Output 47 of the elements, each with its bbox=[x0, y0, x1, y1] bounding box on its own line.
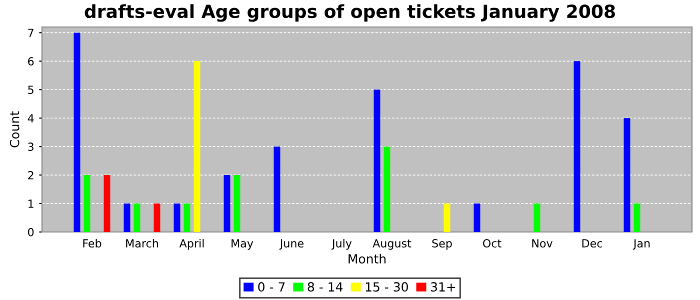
bar bbox=[184, 204, 190, 232]
y-tick-label: 3 bbox=[28, 142, 34, 151]
bar bbox=[154, 204, 160, 232]
bar bbox=[274, 146, 280, 232]
x-tick-label: March bbox=[126, 238, 158, 248]
x-tick-label: May bbox=[232, 239, 254, 250]
x-tick-label: Feb bbox=[83, 238, 102, 248]
x-tick-label: April bbox=[179, 238, 204, 250]
bar bbox=[384, 146, 390, 232]
legend-label: 0 - 7 bbox=[258, 282, 285, 292]
bar bbox=[574, 61, 580, 232]
y-tick-label: 0 bbox=[28, 228, 34, 236]
legend-label: 8 - 14 bbox=[308, 282, 343, 292]
bar bbox=[474, 204, 480, 232]
x-tick-label: June bbox=[279, 239, 304, 250]
x-tick-label: Dec bbox=[582, 239, 602, 248]
bar bbox=[374, 90, 380, 232]
bar bbox=[104, 175, 110, 232]
bar bbox=[534, 204, 540, 232]
y-tick-label: 2 bbox=[28, 171, 34, 180]
bar bbox=[174, 204, 180, 232]
chart-title: drafts-eval Age groups of open tickets January 2008 bbox=[84, 4, 615, 22]
bar bbox=[194, 61, 200, 232]
y-tick-label: 4 bbox=[28, 114, 34, 122]
bar bbox=[134, 204, 140, 232]
x-tick-label: Jan bbox=[632, 239, 650, 250]
x-tick-label: Nov bbox=[532, 239, 553, 248]
y-tick-label: 1 bbox=[28, 200, 34, 208]
bar bbox=[444, 204, 450, 232]
y-axis-title: Count bbox=[10, 111, 20, 148]
x-tick-label: August bbox=[372, 239, 412, 250]
x-tick-label: July bbox=[331, 238, 352, 250]
x-axis-title: Month bbox=[348, 254, 386, 264]
y-tick-label: 7 bbox=[28, 28, 34, 37]
y-tick-label: 5 bbox=[28, 86, 34, 94]
bar bbox=[74, 32, 80, 232]
legend-label: 15 - 30 bbox=[366, 282, 408, 292]
bar bbox=[84, 175, 90, 232]
x-tick-label: Oct bbox=[483, 239, 502, 248]
bar bbox=[624, 118, 630, 232]
bar bbox=[234, 175, 240, 232]
bar bbox=[124, 204, 130, 232]
y-tick-label: 6 bbox=[28, 57, 34, 66]
bar bbox=[224, 175, 230, 232]
legend-label: 31+ bbox=[430, 282, 456, 292]
bar bbox=[634, 204, 640, 232]
x-tick-label: Sep bbox=[432, 239, 452, 250]
